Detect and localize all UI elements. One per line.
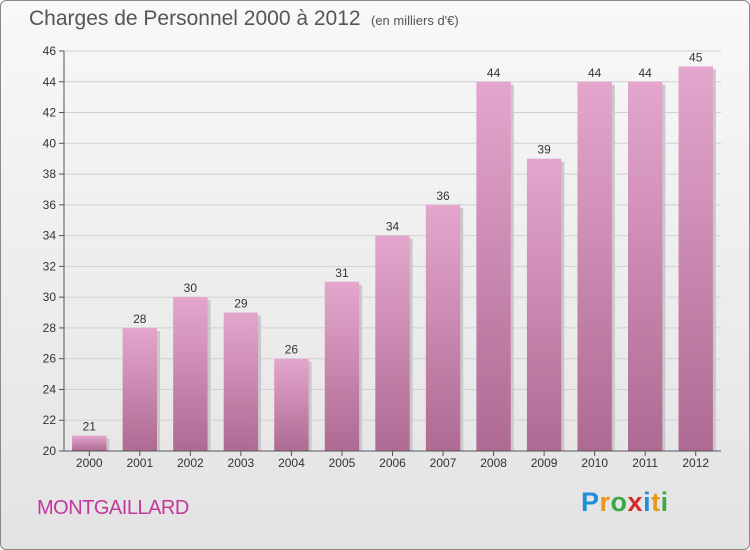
y-tick-label: 42	[43, 106, 57, 120]
bar	[223, 312, 259, 451]
bar	[577, 81, 612, 452]
data-label: 44	[639, 66, 653, 80]
y-tick-label: 44	[43, 75, 57, 89]
data-label: 30	[184, 281, 198, 295]
y-tick-label: 38	[43, 167, 57, 181]
bar	[678, 66, 713, 451]
chart-subtitle: (en milliers d'€)	[371, 13, 459, 28]
x-tick-label: 2001	[126, 456, 153, 470]
logo-letter: P	[581, 487, 600, 517]
y-tick-label: 26	[43, 352, 57, 366]
x-tick-label: 2007	[430, 456, 457, 470]
data-label: 39	[537, 143, 551, 157]
bar	[375, 235, 410, 451]
bar	[476, 81, 511, 452]
y-tick-label: 20	[43, 444, 57, 458]
place-name: MONTGAILLARD	[37, 497, 189, 519]
data-label: 34	[386, 220, 400, 234]
logo-letter: r	[599, 487, 611, 517]
x-tick-label: 2012	[682, 456, 709, 470]
data-label: 29	[234, 297, 248, 311]
bar	[274, 358, 309, 451]
y-tick-label: 36	[43, 198, 57, 212]
bar	[72, 435, 107, 451]
data-label: 31	[335, 266, 349, 280]
x-tick-label: 2002	[177, 456, 204, 470]
x-tick-label: 2008	[480, 456, 507, 470]
bar	[425, 204, 461, 451]
x-tick-label: 2005	[329, 456, 356, 470]
logo-letter: t	[651, 487, 661, 517]
x-tick-label: 2000	[76, 456, 103, 470]
y-tick-label: 32	[43, 259, 57, 273]
logo-letter: x	[627, 487, 644, 517]
data-label: 44	[588, 66, 602, 80]
x-tick-label: 2011	[632, 456, 658, 470]
logo-letter: i	[643, 487, 652, 517]
bar	[122, 327, 157, 451]
y-tick-label: 34	[43, 229, 57, 243]
y-tick-label: 30	[43, 290, 57, 304]
y-tick-label: 24	[43, 382, 57, 396]
x-tick-label: 2010	[581, 456, 608, 470]
data-label: 36	[436, 189, 450, 203]
data-label: 44	[487, 66, 501, 80]
x-tick-label: 2009	[531, 456, 558, 470]
chart-title: Charges de Personnel 2000 à 2012	[29, 7, 361, 30]
y-tick-label: 46	[43, 44, 57, 58]
proxiti-logo: Proxiti	[581, 487, 691, 527]
data-label: 45	[689, 50, 703, 64]
logo-letter: o	[610, 487, 628, 517]
data-label: 28	[133, 312, 147, 326]
y-tick-label: 40	[43, 136, 57, 150]
bar	[324, 281, 360, 451]
bar	[628, 81, 663, 452]
bar	[526, 158, 562, 451]
y-tick-label: 28	[43, 321, 57, 335]
x-tick-label: 2006	[379, 456, 406, 470]
data-label: 26	[285, 343, 299, 357]
data-label: 21	[83, 420, 97, 434]
x-tick-label: 2003	[228, 456, 255, 470]
logo-letter: i	[660, 487, 669, 517]
x-tick-label: 2004	[278, 456, 305, 470]
bar	[173, 297, 208, 451]
y-tick-label: 22	[43, 413, 57, 427]
